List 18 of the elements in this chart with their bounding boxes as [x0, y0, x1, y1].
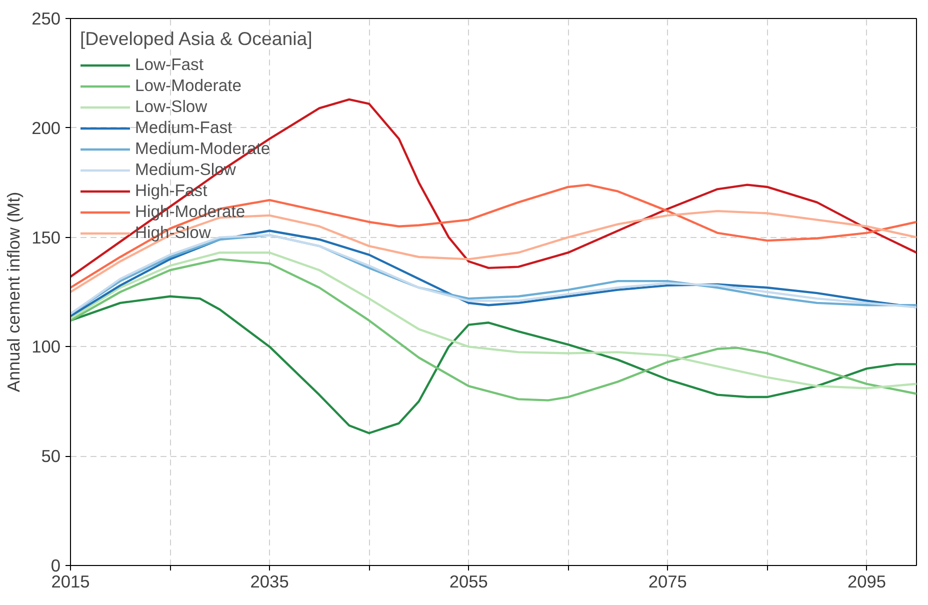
y-tick-label: 150 [32, 227, 61, 248]
line-series [70, 98, 916, 278]
y-tick-label: 50 [41, 446, 61, 466]
x-tick-label: 2095 [847, 572, 886, 592]
legend-label: Low-Moderate [135, 76, 242, 96]
x-tick-label: 2075 [648, 572, 687, 592]
x-tick-label: 2055 [449, 572, 488, 592]
y-tick-label: 250 [32, 8, 61, 28]
legend-label: Low-Fast [135, 55, 204, 75]
legend-title: [Developed Asia & Oceania] [80, 28, 312, 50]
y-tick-label: 200 [32, 118, 61, 138]
line-series [70, 184, 916, 289]
legend-label: Medium-Fast [135, 118, 232, 138]
line-series [70, 295, 916, 434]
legend-label: Low-Slow [135, 97, 208, 117]
y-tick-label: 100 [32, 336, 61, 357]
y-axis-title: Annual cement inflow (Mt) [4, 192, 24, 392]
x-tick-label: 2035 [250, 572, 289, 592]
